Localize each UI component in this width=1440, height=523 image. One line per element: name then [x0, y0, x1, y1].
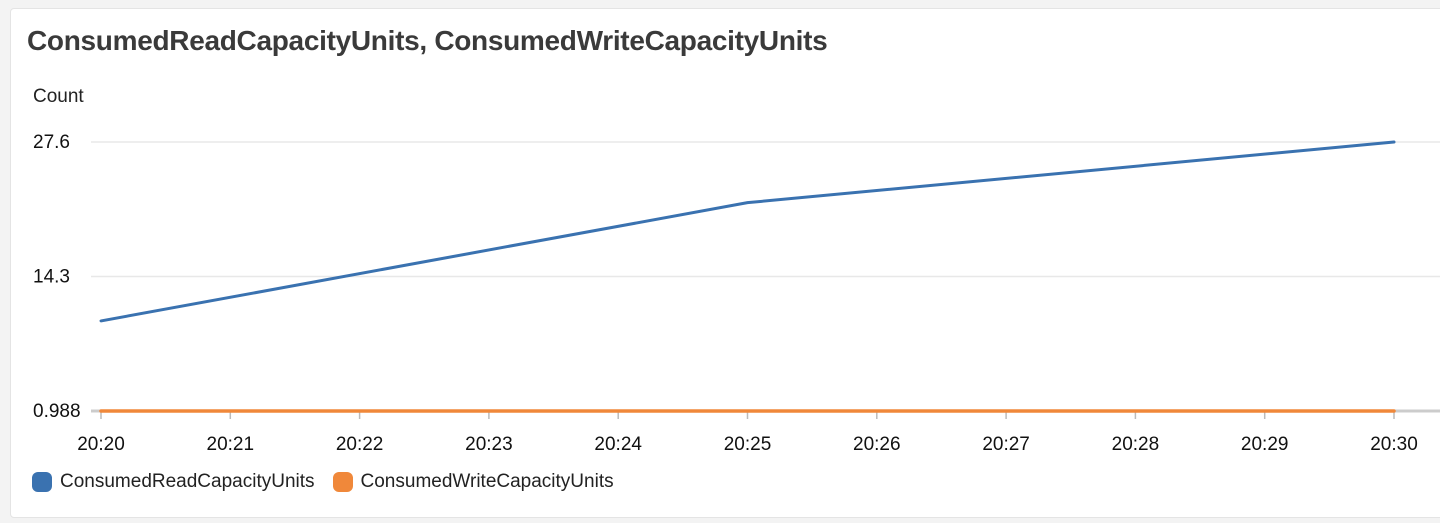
chart-panel: ConsumedReadCapacityUnits, ConsumedWrite…	[10, 8, 1440, 518]
legend: ConsumedReadCapacityUnits ConsumedWriteC…	[32, 471, 632, 493]
x-tick-label: 20:21	[207, 434, 255, 455]
legend-item-read[interactable]: ConsumedReadCapacityUnits	[32, 471, 315, 493]
legend-swatch-write	[332, 472, 353, 492]
y-tick-label: 14.3	[33, 266, 70, 287]
legend-label-read: ConsumedReadCapacityUnits	[60, 471, 315, 492]
y-tick-label: 27.6	[33, 132, 70, 153]
gridlines	[91, 141, 1440, 412]
x-tick-label: 20:29	[1241, 434, 1289, 455]
x-tick-label: 20:27	[982, 434, 1030, 455]
series-lines	[99, 140, 1396, 413]
x-tick-label: 20:22	[336, 434, 384, 455]
series-line-read[interactable]	[99, 140, 1396, 323]
x-tick-label: 20:23	[465, 434, 513, 455]
y-tick-label: 0.988	[33, 401, 81, 422]
x-tick-label: 20:24	[594, 434, 642, 455]
line-chart: 0.988 14.3 27.6 20:20 20:21 20:22 20:23 20:24 20…	[33, 86, 1440, 455]
legend-swatch-read	[32, 472, 52, 492]
x-tick-label: 20:26	[853, 434, 901, 455]
x-tick-label: 20:25	[724, 434, 772, 455]
legend-item-write[interactable]: ConsumedWriteCapacityUnits	[332, 471, 614, 493]
y-axis-label: Count	[33, 86, 84, 107]
legend-label-write: ConsumedWriteCapacityUnits	[360, 471, 614, 492]
x-tick-label: 20:20	[77, 434, 125, 455]
chart-title: ConsumedReadCapacityUnits, ConsumedWrite…	[27, 25, 828, 56]
x-tick-label: 20:30	[1370, 434, 1418, 455]
x-tick-label: 20:28	[1112, 434, 1160, 455]
